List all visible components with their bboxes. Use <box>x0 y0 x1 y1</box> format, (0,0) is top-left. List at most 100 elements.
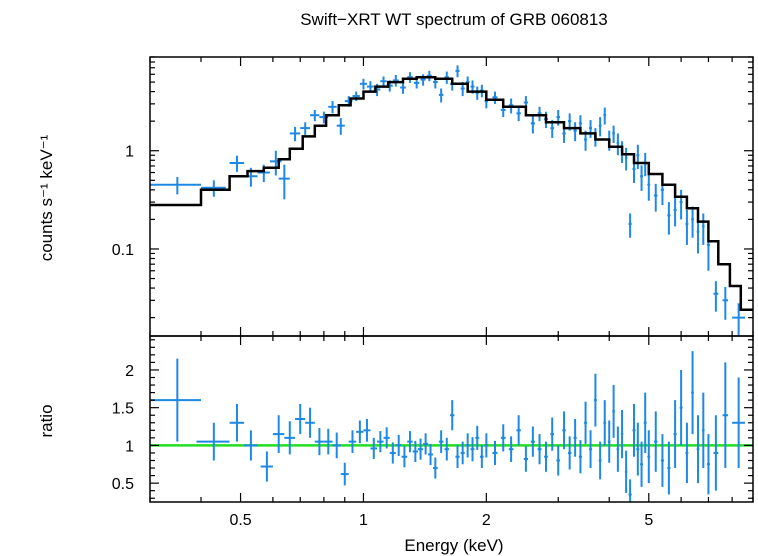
spectrum-data-point <box>612 125 615 143</box>
ratio-data-point <box>305 407 315 438</box>
ratio-data-point <box>444 437 449 461</box>
spectrum-data-point <box>598 117 602 137</box>
spectrum-data-point <box>685 209 689 245</box>
ratio-data-point <box>550 417 555 451</box>
spectrum-data-point <box>380 76 387 87</box>
ratio-data-point <box>340 462 349 486</box>
ratio-data-point <box>647 430 651 484</box>
ratio-data-point <box>593 373 597 427</box>
ratio-data-point <box>598 441 602 480</box>
ratio-data-point <box>603 400 607 446</box>
ratio-data-point <box>556 445 560 476</box>
ratio-data-point <box>389 442 396 464</box>
ratio-data-point <box>377 431 384 453</box>
spectrum-data-point <box>310 109 320 122</box>
ratio-data-point <box>578 440 582 474</box>
spectrum-data-point <box>589 120 593 138</box>
ratio-data-point <box>696 415 700 484</box>
spectrum-data-point <box>516 106 521 122</box>
y-tick-label-spectrum: 0.1 <box>112 242 134 259</box>
ratio-data-point <box>722 362 729 469</box>
ratio-data-point <box>428 443 433 466</box>
ratio-data-point <box>401 446 408 468</box>
ratio-data-point <box>643 392 647 453</box>
x-tick-label: 1 <box>359 512 368 529</box>
ratio-data-point <box>417 438 424 460</box>
spectrum-data-point <box>150 177 202 195</box>
ratio-data-point <box>706 434 710 495</box>
ratio-data-point <box>450 400 455 431</box>
y-tick-label-ratio: 1 <box>125 438 134 455</box>
spectrum-data-point <box>616 133 620 156</box>
ratio-data-point <box>612 385 615 438</box>
ratio-data-point <box>516 415 521 446</box>
ratio-data-point <box>295 403 306 435</box>
ratio-data-point <box>383 427 390 449</box>
spectrum-data-point <box>492 91 498 104</box>
ratio-data-point <box>196 422 230 461</box>
ratio-data-point <box>332 432 341 459</box>
spectrum-data-point <box>713 281 719 312</box>
ratio-data-point <box>691 351 694 435</box>
ratio-data-point <box>530 426 535 457</box>
spectrum-data-point <box>667 202 671 235</box>
ratio-data-point <box>272 415 285 453</box>
ratio-data-point <box>660 434 665 487</box>
ratio-data-point <box>480 445 484 469</box>
ratio-data-point <box>356 420 364 444</box>
ratio-data-point <box>685 422 689 484</box>
spectrum-data-point <box>636 144 640 170</box>
spectrum-data-point <box>732 303 745 336</box>
ratio-data-point <box>508 436 514 463</box>
spectrum-data-point <box>696 217 700 254</box>
spectrum-data-point <box>603 107 607 125</box>
ratio-data-point <box>500 424 506 452</box>
spectrum-data-point <box>654 183 658 212</box>
ratio-data-point <box>523 446 529 472</box>
ratio-data-point <box>370 437 378 459</box>
model-step-line <box>150 75 753 312</box>
spectrum-data-point <box>691 206 694 238</box>
spectrum-data-point <box>278 164 290 200</box>
ratio-data-point <box>348 430 357 453</box>
ratio-data-point <box>284 421 296 455</box>
ratio-data-point <box>412 440 418 463</box>
spectrum-data-point <box>400 82 406 94</box>
ratio-data-point <box>438 430 444 453</box>
ratio-data-point <box>423 433 429 455</box>
ratio-data-point <box>460 441 465 465</box>
ratio-data-point <box>432 457 438 479</box>
ratio-data-point <box>244 430 258 461</box>
ratio-data-point <box>679 369 683 446</box>
spectrum-data-point <box>300 122 311 135</box>
ratio-data-point <box>636 422 640 476</box>
ratio-data-point <box>616 426 620 472</box>
ratio-data-point <box>314 428 324 456</box>
spectrum-data-point <box>647 173 651 201</box>
ratio-data-point <box>640 441 644 487</box>
ratio-data-point <box>260 451 273 482</box>
ratio-data-point <box>628 479 632 502</box>
y-tick-label-spectrum: 1 <box>125 144 134 161</box>
spectrum-data-point <box>701 213 705 245</box>
spectrum-data-point <box>640 165 644 191</box>
spectrum-data-point <box>201 180 226 197</box>
spectrum-data-point <box>336 118 345 135</box>
ratio-data-point <box>363 419 371 442</box>
ratio-data-point <box>484 433 489 458</box>
spectrum-data-point <box>289 126 301 142</box>
ratio-data-point <box>584 401 588 444</box>
spectrum-data-point <box>359 78 367 90</box>
spectrum-data-point <box>679 189 683 220</box>
ratio-data-point <box>624 450 628 493</box>
chart-title: Swift−XRT WT spectrum of GRB 060813 <box>300 10 608 29</box>
y-tick-label-ratio: 0.5 <box>112 476 134 493</box>
spectrum-data-point <box>573 122 577 142</box>
ratio-data-point <box>562 411 566 450</box>
ratio-data-point <box>537 434 542 465</box>
ratio-data-point <box>607 420 611 463</box>
ratio-data-point <box>573 419 577 457</box>
spectrum-data-point <box>229 155 245 172</box>
ratio-panel-frame <box>149 335 754 503</box>
